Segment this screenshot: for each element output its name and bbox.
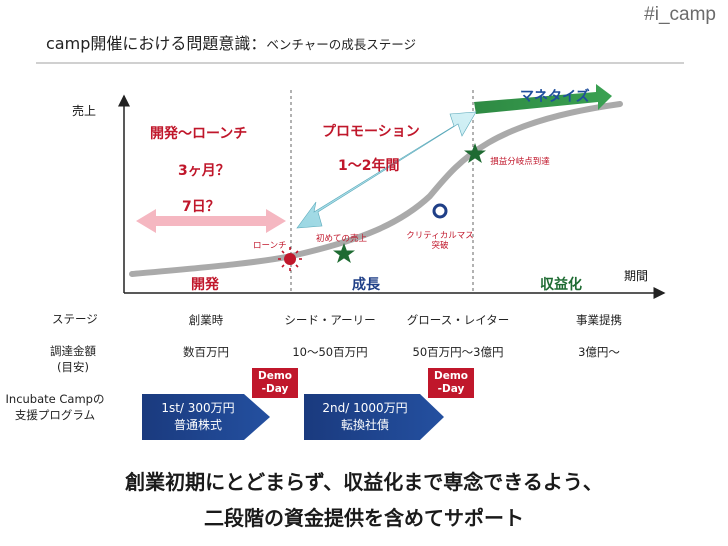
funding-cell-1: 数百万円 xyxy=(183,345,229,359)
stage-row-label: ステージ xyxy=(52,312,98,326)
launch-marker-label: ローンチ xyxy=(253,241,287,251)
first-program-arrow xyxy=(142,394,270,440)
second-program-text: 2nd/ 1000万円 転換社債 xyxy=(304,394,426,440)
star-icon-first-sales xyxy=(333,243,355,263)
sun-icon xyxy=(278,247,302,271)
stage-cell-4: 事業提携 xyxy=(576,313,622,327)
monetize-label: マネタイズ xyxy=(520,89,590,105)
footer-line-1: 創業初期にとどまらず、収益化まで専念できるよう、 xyxy=(125,470,603,494)
launch-duration-1: 3ヶ月？ xyxy=(178,163,230,179)
breakeven-label: 損益分岐点到達 xyxy=(490,157,550,167)
funding-row-label: 調達金額 (目安) xyxy=(50,344,96,375)
demo-day-1-line1: Demo xyxy=(258,370,292,382)
launch-arrow xyxy=(136,209,286,233)
program-label-line1: Incubate Campの xyxy=(5,392,105,406)
stage-cell-3: グロース・レイター xyxy=(406,313,510,327)
demo-day-2-line1: Demo xyxy=(434,370,468,382)
funding-cell-2: 10～50百万円 xyxy=(292,345,368,359)
funding-cell-4: 3億円～ xyxy=(578,345,620,359)
promotion-title: プロモーション xyxy=(322,124,420,140)
phase-profit-label: 収益化 xyxy=(540,277,582,293)
title-sub: ベンチャーの成長ステージ xyxy=(266,37,416,52)
funding-label: 調達金額 xyxy=(50,344,96,358)
funding-cell-3: 50百万円～3億円 xyxy=(412,345,504,359)
second-program-amount: 2nd/ 1000万円 xyxy=(322,400,408,415)
first-program-type: 普通株式 xyxy=(173,418,222,432)
launch-duration-2: 7日？ xyxy=(182,199,220,215)
y-axis-label: 売上 xyxy=(72,104,97,118)
stage-cell-2: シード・アーリー xyxy=(284,313,376,327)
promotion-duration: 1～2年間 xyxy=(338,158,400,174)
monetize-arrow xyxy=(474,84,612,114)
hashtag: #i_camp xyxy=(644,4,716,25)
first-sales-label: 初めての売上 xyxy=(316,234,368,244)
demo-day-badge-1: Demo -Day xyxy=(252,368,298,399)
demo-day-badge-2: Demo -Day xyxy=(428,368,474,399)
program-row-label: Incubate Campの 支援プログラム xyxy=(0,392,110,423)
funding-note: (目安) xyxy=(57,359,89,374)
stage-cell-1: 創業時 xyxy=(188,313,224,327)
promotion-arrow xyxy=(296,111,477,229)
launch-title: 開発～ローンチ xyxy=(150,126,248,142)
demo-day-2-line2: -Day xyxy=(437,383,465,396)
footer-line-2: 二段階の資金提供を含めてサポート xyxy=(204,506,524,530)
second-program-type: 転換社債 xyxy=(340,418,389,432)
growth-curve xyxy=(129,101,623,277)
circle-icon-critical-mass xyxy=(432,203,448,219)
title-underline xyxy=(36,62,684,64)
program-label-line2: 支援プログラム xyxy=(14,407,96,422)
first-program-text: 1st/ 300万円 普通株式 xyxy=(142,394,254,440)
star-icon-breakeven xyxy=(464,143,486,163)
phase-growth-label: 成長 xyxy=(352,277,380,293)
demo-day-1-line2: -Day xyxy=(261,383,289,396)
phase-dev-label: 開発 xyxy=(191,277,219,293)
title-main: camp開催における問題意識： xyxy=(46,34,267,53)
critical-mass-label: クリティカルマス突破 xyxy=(406,231,474,252)
x-axis-label: 期間 xyxy=(624,269,649,283)
second-program-arrow xyxy=(304,394,444,440)
first-program-amount: 1st/ 300万円 xyxy=(161,400,235,415)
page-title: camp開催における問題意識：ベンチャーの成長ステージ xyxy=(46,30,416,54)
